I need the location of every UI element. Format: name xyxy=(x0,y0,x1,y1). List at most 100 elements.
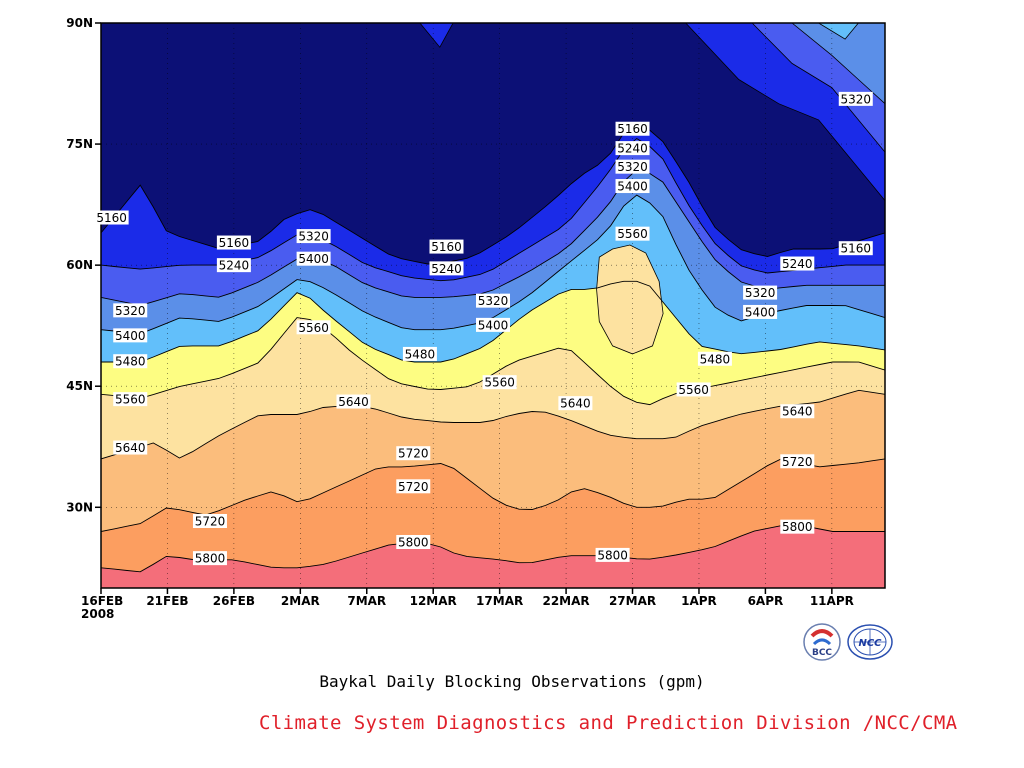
contour-label: 5160 xyxy=(840,242,871,256)
band-5560-dome xyxy=(596,244,664,355)
contour-label-box xyxy=(595,547,630,562)
x-tick-label: 16FEB xyxy=(81,594,123,608)
contour-label-box xyxy=(615,141,650,156)
contour-label-box xyxy=(615,159,650,174)
contour-label-box xyxy=(296,251,331,266)
contour-label-box xyxy=(113,328,148,343)
x-tick-label: 11APR xyxy=(810,594,854,608)
contour-label: 5240 xyxy=(219,259,250,273)
contour-label-box xyxy=(402,346,437,361)
contour-label-box xyxy=(192,551,227,566)
contour-label: 5720 xyxy=(398,447,429,461)
contour-label: 5480 xyxy=(115,355,146,369)
contour-label: 5640 xyxy=(115,441,146,455)
contour-labels: 5160 5160 5320 5400 5240 5320 5400 5480 5560 5560… xyxy=(94,91,873,566)
y-tick-label: 75N xyxy=(66,137,93,151)
bcc-logo: BCC xyxy=(802,622,846,662)
contour-label-box xyxy=(838,241,873,256)
contour-label: 5160 xyxy=(617,122,648,136)
y-axis: 30N 45N 60N 75N 90N xyxy=(66,16,101,514)
contour-label: 5240 xyxy=(431,262,462,276)
contour-label: 5480 xyxy=(700,352,731,366)
contour-label-box xyxy=(429,239,464,254)
x-tick-label: 17MAR xyxy=(476,594,523,608)
y-tick-label: 30N xyxy=(66,500,93,514)
band-above-5800 xyxy=(101,523,885,588)
contour-label-box xyxy=(113,440,148,455)
contour-label: 5400 xyxy=(478,318,509,332)
contour-label-box xyxy=(396,479,431,494)
contour-label-box xyxy=(336,394,371,409)
contour-label: 5720 xyxy=(398,480,429,494)
contour-label: 5720 xyxy=(782,455,813,469)
contour-line-5640 xyxy=(101,389,885,460)
contour-label: 5720 xyxy=(195,515,226,529)
x-tick-label: 6APR xyxy=(748,594,784,608)
contour-label-box xyxy=(780,454,815,469)
band-5400-northeast xyxy=(817,23,859,40)
band-5240 xyxy=(101,138,885,306)
contour-label: 5560 xyxy=(617,227,648,241)
contour-label: 5800 xyxy=(398,535,429,549)
contour-label-box xyxy=(216,235,251,250)
contour-label-box xyxy=(676,382,711,397)
contour-label: 5160 xyxy=(96,211,127,225)
band-5480 xyxy=(101,281,885,405)
contour-label: 5400 xyxy=(115,329,146,343)
contour-label: 5320 xyxy=(840,92,871,106)
contour-label: 5400 xyxy=(298,252,329,266)
band-5160-north xyxy=(419,23,454,48)
contour-label-box xyxy=(429,261,464,276)
ncc-logo-text: NCC xyxy=(858,638,882,649)
contour-label: 5400 xyxy=(617,180,648,194)
band-5320-northeast xyxy=(791,23,885,105)
plot-frame xyxy=(100,22,886,589)
contour-label: 5320 xyxy=(115,304,146,318)
x-tick-label: 7MAR xyxy=(347,594,386,608)
contour-label: 5560 xyxy=(298,321,329,335)
contour-label-box xyxy=(396,534,431,549)
contour-label-box xyxy=(743,304,778,319)
contour-label: 5160 xyxy=(431,240,462,254)
x-tick-label: 22MAR xyxy=(542,594,589,608)
band-5640 xyxy=(101,390,885,532)
y-tick-label: 45N xyxy=(66,379,93,393)
contour-label: 5640 xyxy=(338,395,369,409)
contour-label: 5320 xyxy=(617,160,648,174)
contour-label: 5560 xyxy=(115,393,146,407)
contour-label-box xyxy=(838,91,873,106)
x-tick-label: 26FEB xyxy=(213,594,255,608)
contour-label-box xyxy=(697,351,732,366)
contour-label-box xyxy=(743,285,778,300)
contour-label-box xyxy=(476,293,510,308)
contour-label: 5640 xyxy=(782,405,813,419)
contour-label: 5400 xyxy=(745,305,776,319)
credit-line: Climate System Diagnostics and Predictio… xyxy=(259,712,958,734)
contour-label-box xyxy=(615,121,650,136)
chart-subtitle: Baykal Daily Blocking Observations (gpm) xyxy=(319,672,705,691)
ncc-logo: NCC xyxy=(846,622,893,662)
contour-label-box xyxy=(396,446,431,461)
x-tick-label: 2MAR xyxy=(281,594,320,608)
contour-label-box xyxy=(780,519,815,534)
contour-label: 5480 xyxy=(405,347,436,361)
contour-label: 5320 xyxy=(298,230,329,244)
contour-label-box xyxy=(296,320,331,335)
contour-label: 5800 xyxy=(597,548,628,562)
contour-label-box xyxy=(94,210,129,225)
contour-label: 5560 xyxy=(484,376,515,390)
band-5720 xyxy=(101,458,885,572)
x-tick-label: 2008 xyxy=(81,607,114,621)
bcc-logo-text: BCC xyxy=(812,648,832,658)
contour-label: 5240 xyxy=(617,142,648,156)
contour-label-box xyxy=(192,514,227,529)
contour-line-5720 xyxy=(101,458,885,532)
contour-label-box xyxy=(482,375,517,390)
contour-label: 5640 xyxy=(560,397,591,411)
contour-label-box xyxy=(113,354,148,369)
contour-label: 5800 xyxy=(195,552,226,566)
contour-label: 5560 xyxy=(678,383,709,397)
contour-label-box xyxy=(780,404,815,419)
